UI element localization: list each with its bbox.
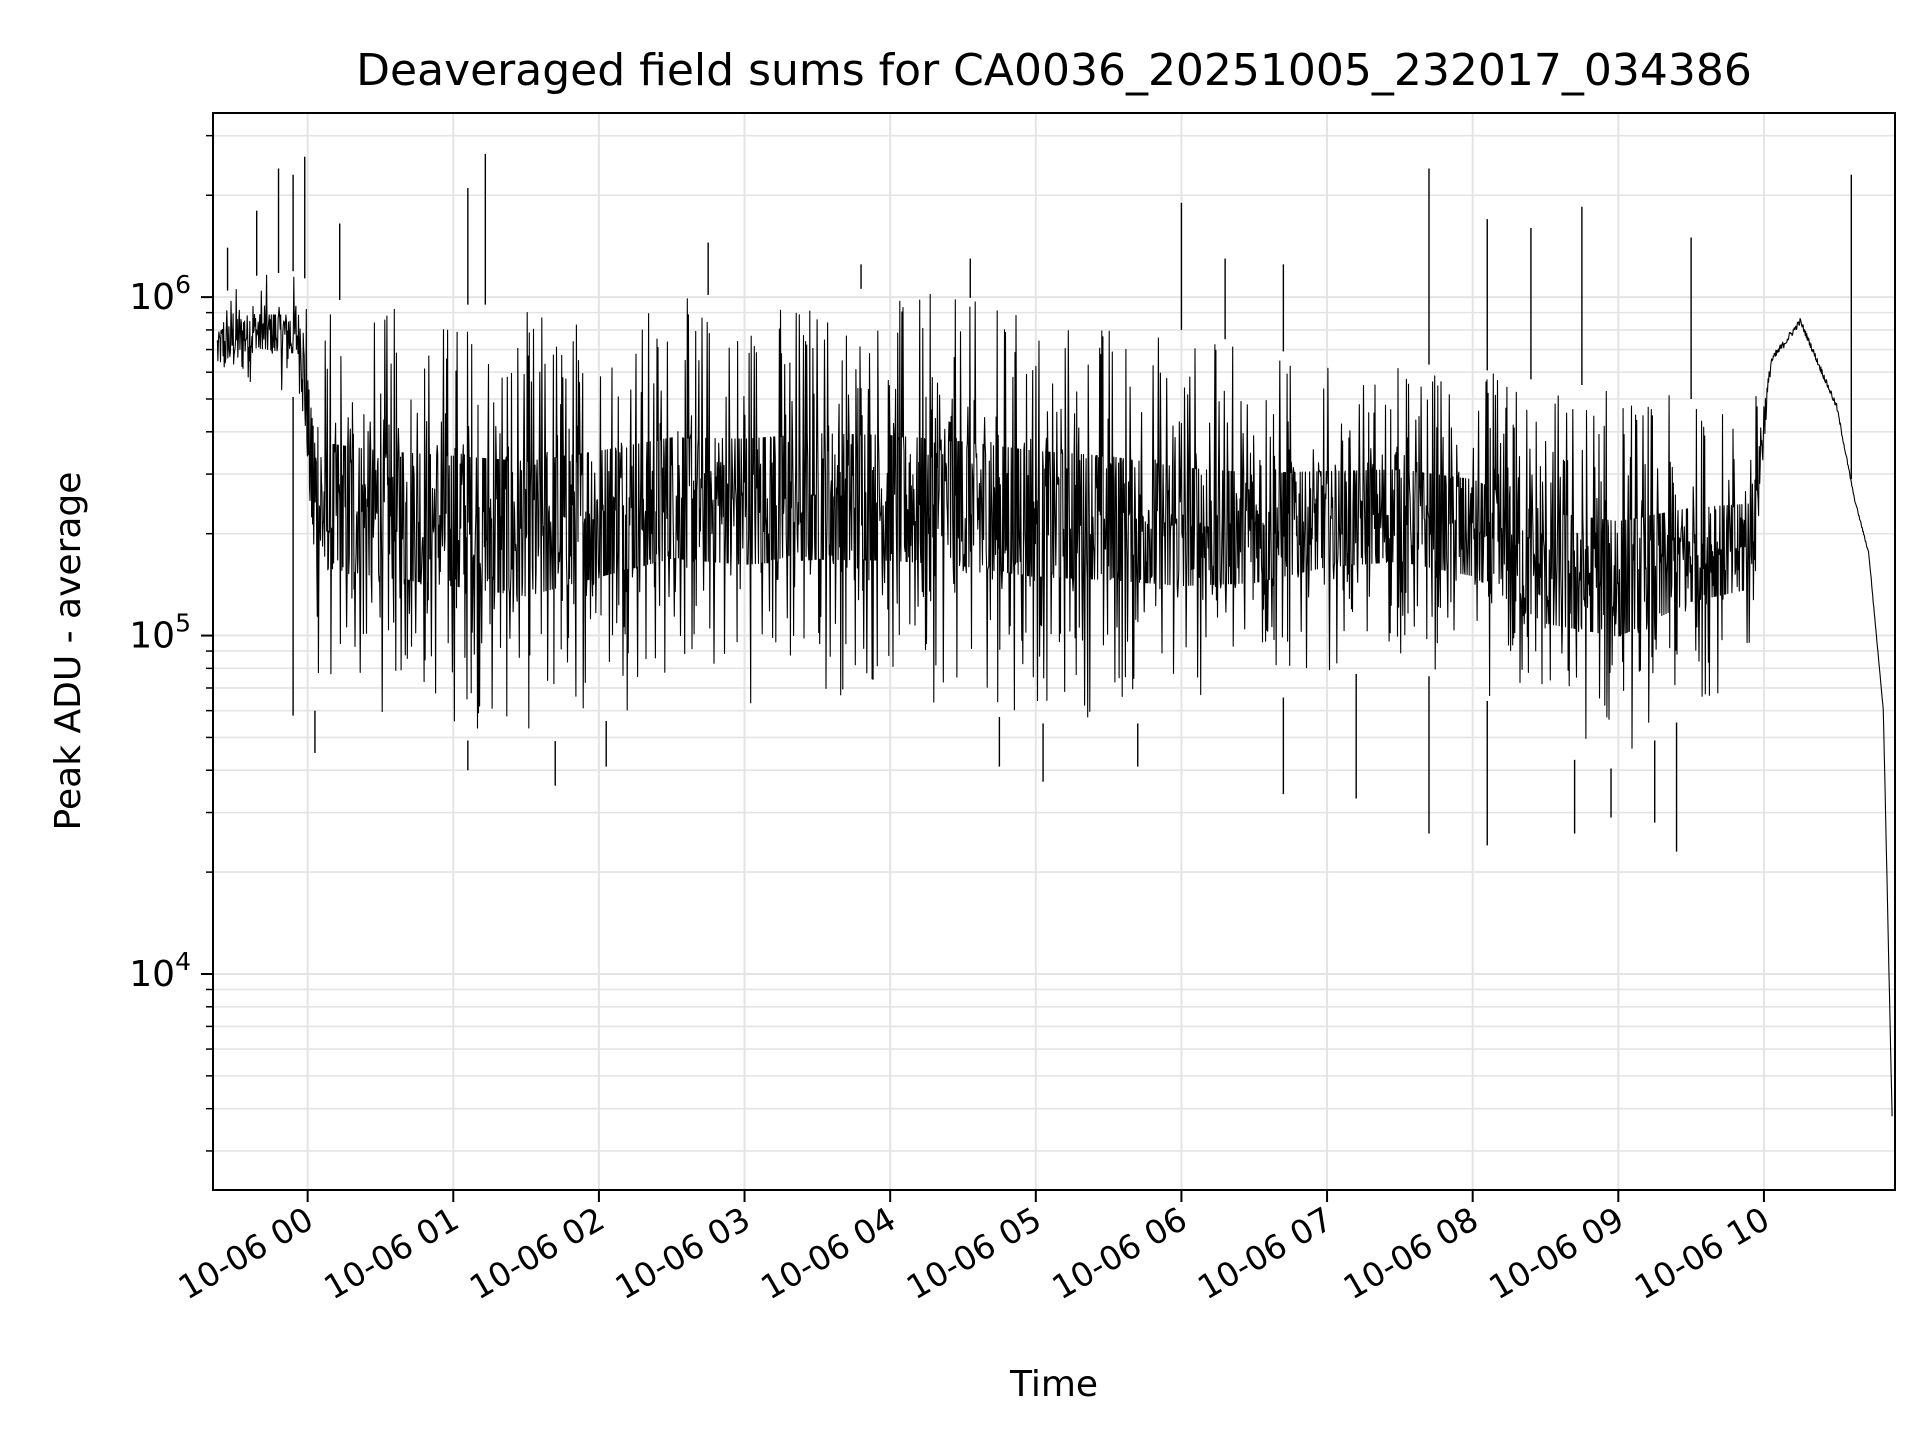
grid [213, 113, 1895, 1190]
y-tick-label-exponent: 4 [175, 947, 191, 976]
y-tick-label: 104 [129, 947, 191, 995]
y-tick-label-exponent: 5 [175, 609, 191, 638]
y-tick-label-base: 10 [129, 277, 175, 318]
chart-title: Deaveraged field sums for CA0036_2025100… [356, 45, 1752, 96]
y-tick-label-base: 10 [129, 616, 175, 657]
y-tick-label-base: 10 [129, 954, 175, 995]
y-tick-label: 106 [129, 270, 191, 318]
x-axis-label: Time [1009, 1364, 1098, 1405]
y-tick-label-exponent: 6 [175, 270, 191, 299]
y-tick-label: 105 [129, 609, 191, 657]
series-line [216, 274, 1893, 1117]
data-series [216, 153, 1893, 1117]
y-axis-label: Peak ADU - average [48, 472, 89, 831]
